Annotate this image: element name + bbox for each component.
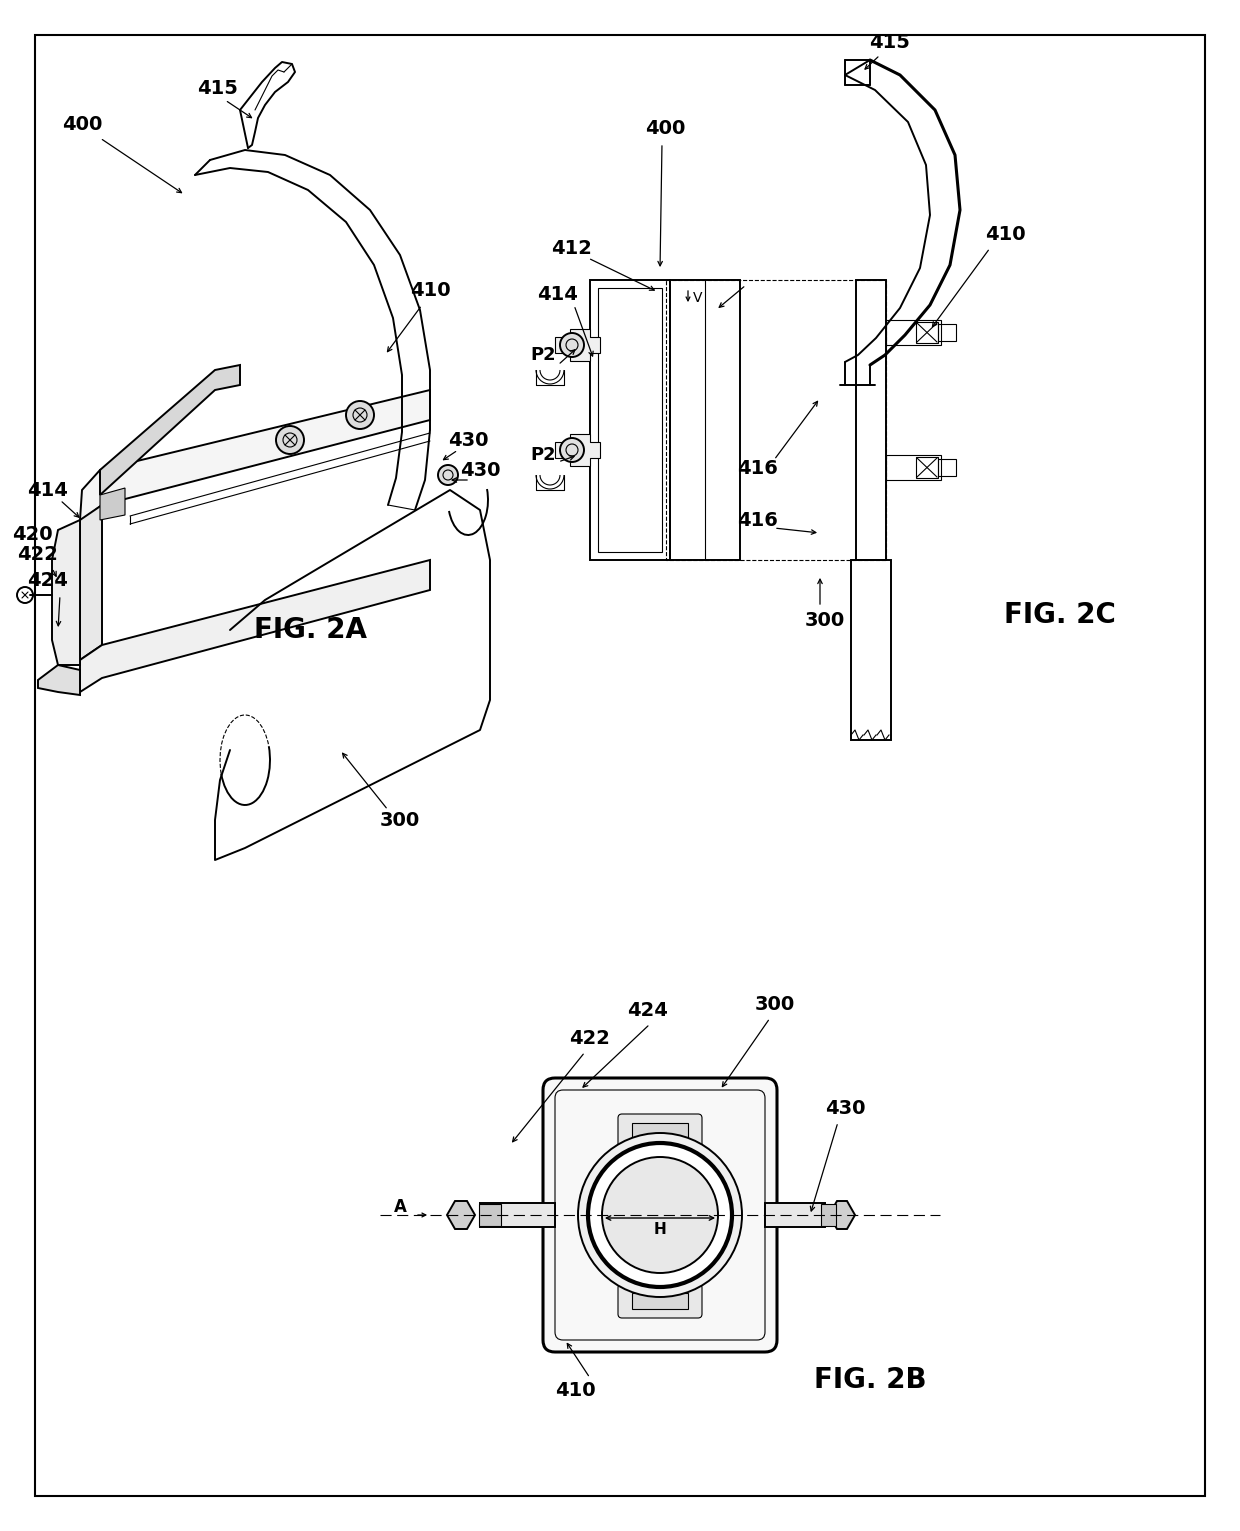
Bar xyxy=(765,1203,825,1226)
Bar xyxy=(821,1203,836,1226)
Text: 430: 430 xyxy=(448,430,489,450)
Polygon shape xyxy=(38,664,81,695)
Circle shape xyxy=(438,465,458,485)
Text: 300: 300 xyxy=(379,810,420,830)
Bar xyxy=(670,280,740,560)
Text: 400: 400 xyxy=(645,118,686,138)
Bar xyxy=(937,459,956,476)
Text: FIG. 2C: FIG. 2C xyxy=(1004,602,1116,629)
Text: P2: P2 xyxy=(531,346,556,364)
Polygon shape xyxy=(556,329,600,361)
Bar xyxy=(916,322,937,343)
Text: 300: 300 xyxy=(805,611,846,629)
Circle shape xyxy=(560,334,584,357)
Text: H: H xyxy=(653,1222,666,1237)
Polygon shape xyxy=(52,521,81,664)
Polygon shape xyxy=(100,488,125,521)
Polygon shape xyxy=(556,433,600,465)
Text: A: A xyxy=(393,1197,407,1216)
Bar xyxy=(856,280,887,560)
FancyBboxPatch shape xyxy=(618,1285,702,1318)
Text: 415: 415 xyxy=(869,32,910,52)
Text: 430: 430 xyxy=(825,1099,866,1118)
Circle shape xyxy=(277,426,304,455)
Bar xyxy=(916,456,937,478)
Polygon shape xyxy=(100,364,241,495)
Polygon shape xyxy=(81,390,430,521)
Bar xyxy=(632,1294,688,1309)
Bar xyxy=(480,1203,556,1226)
Text: FIG. 2A: FIG. 2A xyxy=(253,615,367,645)
Bar xyxy=(479,1203,501,1226)
Circle shape xyxy=(601,1157,718,1272)
Text: 422: 422 xyxy=(569,1029,610,1047)
Bar xyxy=(851,560,892,739)
Text: 415: 415 xyxy=(197,78,238,98)
Circle shape xyxy=(588,1144,732,1288)
Text: 424: 424 xyxy=(27,571,68,589)
Bar xyxy=(887,455,941,481)
Text: 410: 410 xyxy=(409,280,450,300)
Polygon shape xyxy=(446,1200,475,1229)
Polygon shape xyxy=(81,560,430,692)
Circle shape xyxy=(578,1133,742,1297)
Bar xyxy=(937,325,956,341)
Text: 414: 414 xyxy=(538,285,578,305)
Polygon shape xyxy=(81,505,102,660)
Bar xyxy=(887,320,941,344)
Text: 416: 416 xyxy=(738,458,779,478)
Text: 420: 420 xyxy=(11,525,52,545)
Bar xyxy=(632,1124,688,1139)
FancyBboxPatch shape xyxy=(618,1115,702,1148)
Text: 410: 410 xyxy=(554,1381,595,1399)
Circle shape xyxy=(560,438,584,462)
Text: 412: 412 xyxy=(552,239,593,257)
Circle shape xyxy=(346,401,374,429)
Text: V: V xyxy=(693,291,703,305)
Text: 410: 410 xyxy=(985,225,1025,245)
Text: 422: 422 xyxy=(17,545,58,565)
FancyBboxPatch shape xyxy=(543,1078,777,1352)
Bar xyxy=(598,288,662,553)
Text: 300: 300 xyxy=(755,995,795,1015)
Text: FIG. 2B: FIG. 2B xyxy=(813,1366,926,1395)
Bar xyxy=(590,280,670,560)
Text: 416: 416 xyxy=(738,510,779,530)
Text: P2: P2 xyxy=(531,446,556,464)
Polygon shape xyxy=(830,1200,856,1229)
Text: 400: 400 xyxy=(62,115,102,135)
Bar xyxy=(666,280,887,560)
Text: 424: 424 xyxy=(627,1000,668,1020)
Text: 430: 430 xyxy=(460,461,500,479)
Circle shape xyxy=(17,586,33,603)
Text: 414: 414 xyxy=(27,481,68,499)
